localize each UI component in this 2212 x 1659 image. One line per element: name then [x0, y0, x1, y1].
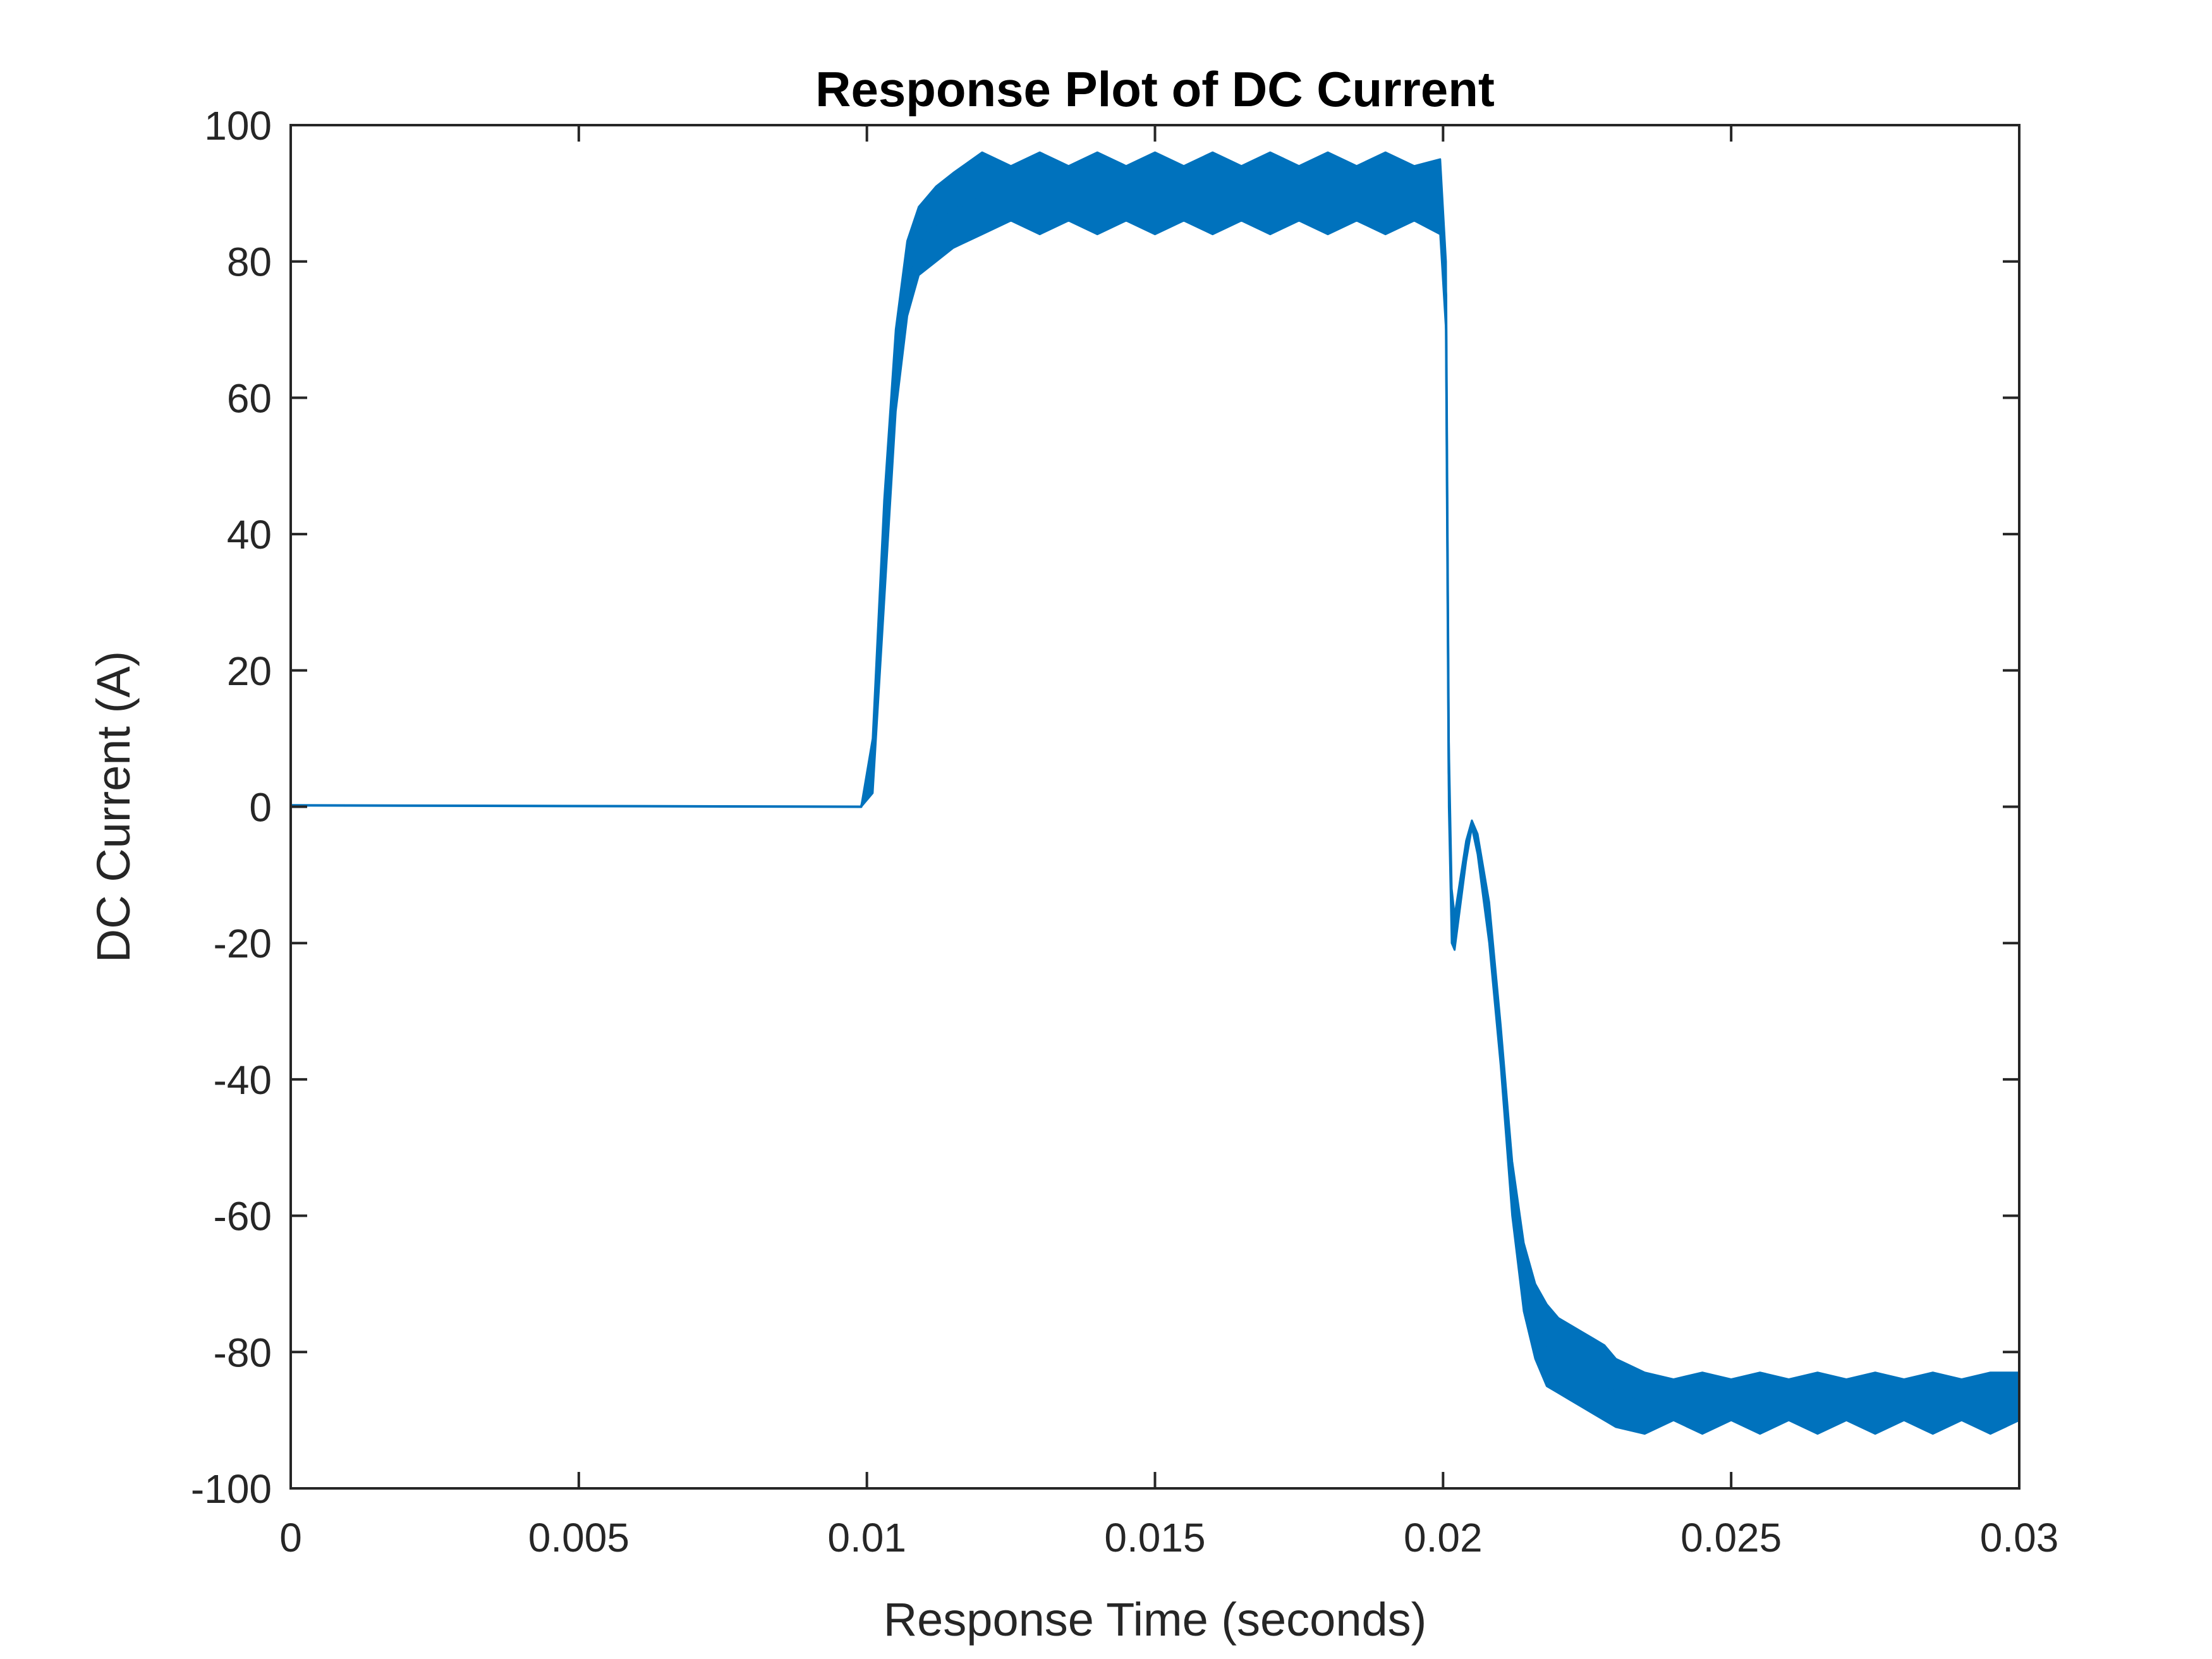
x-tick-label: 0	[279, 1515, 302, 1560]
x-tick-label: 0.025	[1680, 1515, 1782, 1560]
y-tick-label: -20	[214, 921, 272, 966]
y-tick-label: -100	[191, 1466, 272, 1512]
x-axis-title: Response Time (seconds)	[884, 1593, 1427, 1646]
y-tick-label: 60	[227, 375, 272, 421]
y-tick-label: -80	[214, 1330, 272, 1375]
x-tick-label: 0.015	[1104, 1515, 1205, 1560]
y-tick-label: -60	[214, 1194, 272, 1239]
y-tick-label: 80	[227, 240, 272, 285]
ticks-layer: 0 0.005 0.01 0.015 0.02 0.025 0.03 -100 -80 -60 -4…	[191, 103, 2058, 1560]
y-axis-title: DC Current (A)	[87, 651, 140, 963]
y-tick-label: -40	[214, 1057, 272, 1103]
y-tick-label: 40	[227, 512, 272, 557]
x-tick-label: 0.005	[528, 1515, 629, 1560]
chart-title: Response Plot of DC Current	[815, 61, 1495, 117]
x-tick-label: 0.02	[1404, 1515, 1483, 1560]
x-tick-label: 0.01	[827, 1515, 906, 1560]
y-tick-label: 0	[249, 785, 272, 830]
y-tick-label: 20	[227, 648, 272, 694]
series-line	[290, 191, 2020, 1405]
x-tick-label: 0.03	[1980, 1515, 2059, 1560]
y-tick-label: 100	[204, 103, 272, 149]
